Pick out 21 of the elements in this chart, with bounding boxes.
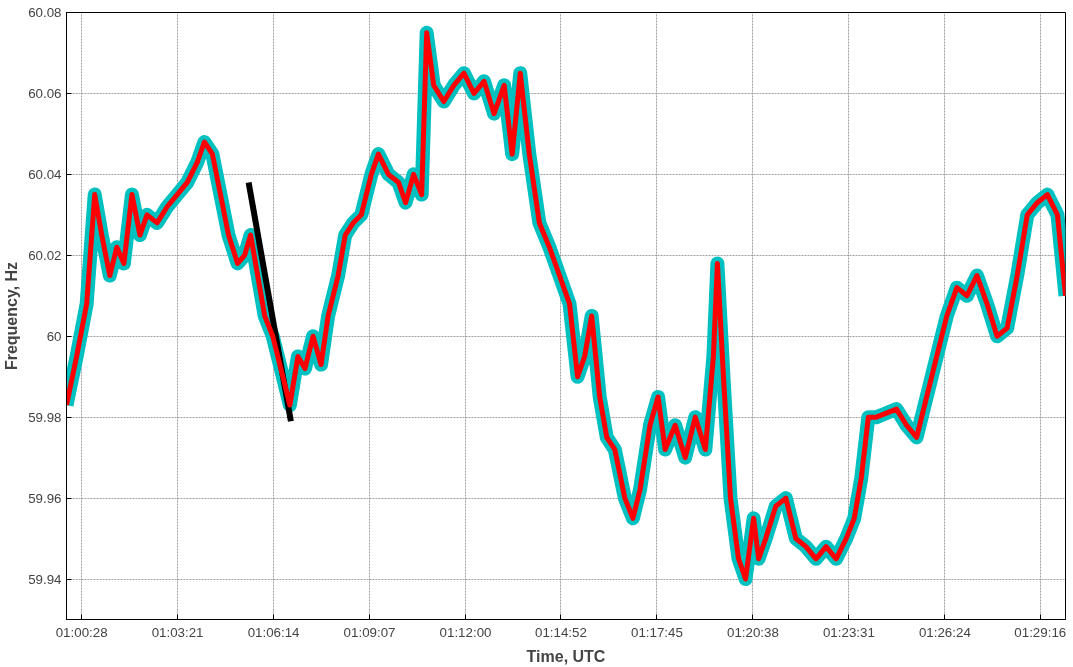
x-tick-label: 01:09:07 bbox=[343, 624, 396, 640]
x-tick-label: 01:23:31 bbox=[822, 624, 875, 640]
x-tick-label: 01:17:45 bbox=[631, 624, 683, 640]
x-axis-title: Time, UTC bbox=[526, 647, 606, 665]
x-tick-label: 01:14:52 bbox=[535, 624, 587, 640]
y-tick-label: 60.04 bbox=[28, 166, 63, 182]
x-tick-label: 01:26:24 bbox=[918, 624, 972, 640]
x-tick-label: 01:06:14 bbox=[247, 624, 301, 640]
y-axis-title: Frequency, Hz bbox=[3, 261, 21, 371]
y-tick-label: 59.96 bbox=[28, 490, 62, 506]
y-tick-label: 60.06 bbox=[28, 85, 62, 101]
y-tick-label: 59.94 bbox=[28, 571, 63, 587]
y-tick-label: 60.08 bbox=[28, 5, 62, 20]
x-tick-label: 01:12:00 bbox=[439, 624, 492, 640]
x-tick-label: 01:20:38 bbox=[726, 624, 779, 640]
y-tick-label: 60.02 bbox=[28, 247, 62, 263]
y-tick-label: 60 bbox=[46, 328, 62, 344]
x-tick-label: 01:00:28 bbox=[55, 624, 108, 640]
x-tick-label: 01:03:21 bbox=[151, 624, 204, 640]
x-tick-label: 01:29:16 bbox=[1014, 624, 1067, 640]
y-tick-label: 59.98 bbox=[28, 409, 62, 425]
